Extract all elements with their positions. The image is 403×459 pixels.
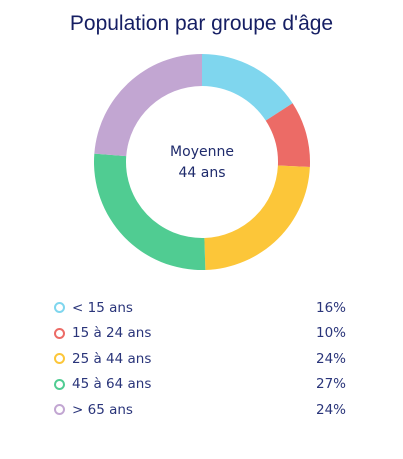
legend-value: 16%: [315, 299, 346, 316]
legend-item-left: < 15 ans: [54, 300, 133, 316]
chart-legend: < 15 ans 16% 15 à 24 ans 10% 25 à 44 ans 24% 4…: [54, 295, 346, 423]
legend-item[interactable]: 45 à 64 ans 27%: [54, 372, 346, 398]
legend-item-left: 45 à 64 ans: [54, 376, 151, 392]
legend-marker-icon: [54, 404, 65, 416]
donut-slice[interactable]: [204, 165, 310, 270]
legend-value: 24%: [315, 350, 346, 367]
legend-label: 25 à 44 ans: [72, 350, 152, 367]
legend-value: 10%: [315, 325, 346, 342]
legend-label: < 15 ans: [72, 299, 133, 316]
legend-item[interactable]: > 65 ans 24%: [54, 397, 346, 423]
center-label: Moyenne: [170, 144, 234, 160]
legend-label: 45 à 64 ans: [72, 376, 152, 393]
donut-chart: Moyenne 44 ans: [93, 54, 311, 270]
legend-marker-icon: [54, 378, 65, 390]
legend-item[interactable]: 15 à 24 ans 10%: [54, 321, 346, 347]
legend-item-left: 25 à 44 ans: [54, 351, 151, 367]
legend-label: > 65 ans: [72, 401, 133, 418]
legend-marker-icon: [54, 302, 65, 314]
legend-item-left: > 65 ans: [54, 402, 133, 418]
legend-item[interactable]: 25 à 44 ans 24%: [54, 346, 346, 372]
donut-slice[interactable]: [265, 103, 311, 168]
donut-slice[interactable]: [202, 54, 293, 121]
donut-slices: [93, 54, 311, 270]
donut-chart-area: Moyenne 44 ans: [93, 54, 311, 270]
legend-marker-icon: [54, 327, 65, 339]
chart-title: Population par groupe d'âge: [69, 12, 334, 35]
legend-label: 15 à 24 ans: [72, 325, 152, 342]
legend-marker-icon: [54, 353, 65, 365]
legend-value: 27%: [315, 376, 346, 393]
legend-value: 24%: [315, 401, 346, 418]
legend-item-left: 15 à 24 ans: [54, 325, 151, 341]
donut-slice[interactable]: [94, 54, 202, 157]
legend-item[interactable]: < 15 ans 16%: [54, 295, 346, 321]
donut-slice[interactable]: [93, 153, 206, 270]
center-value: 44 ans: [178, 165, 225, 181]
